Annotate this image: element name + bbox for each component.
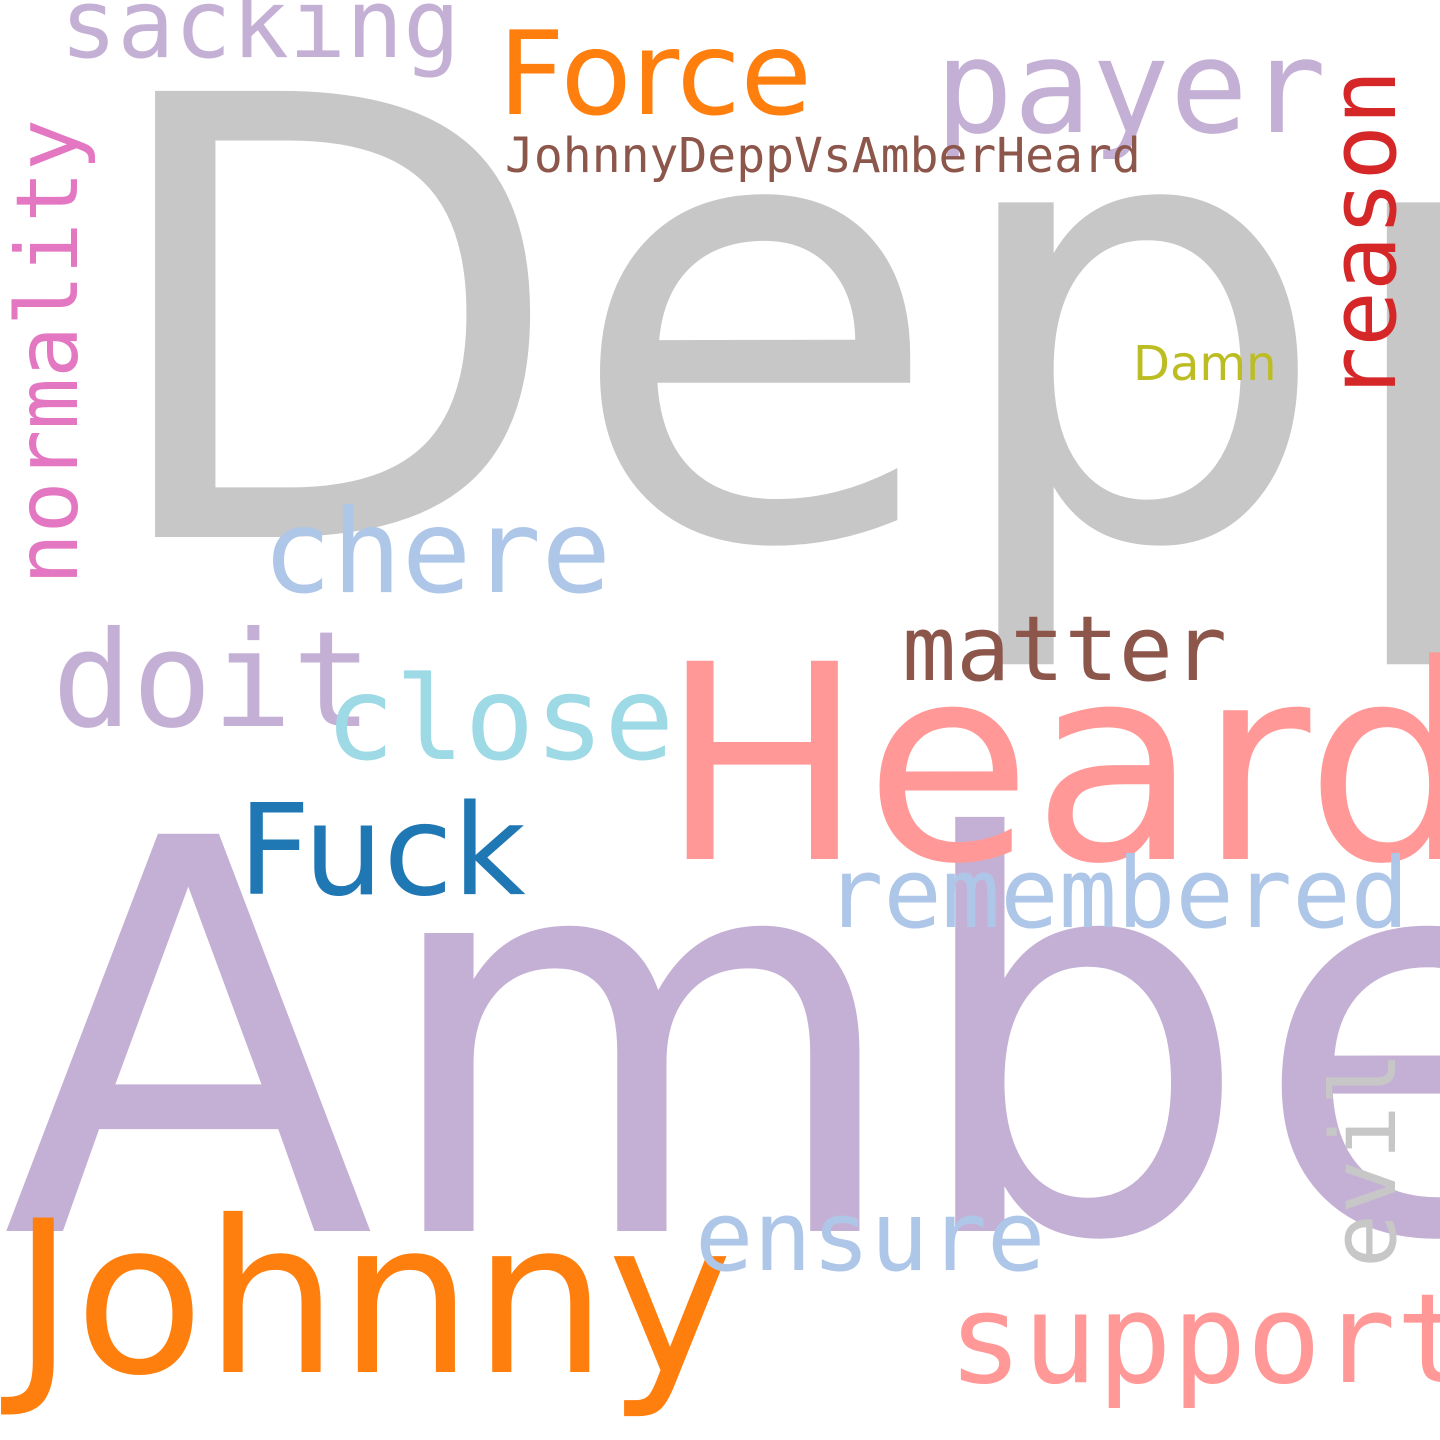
word-reason: reason xyxy=(1310,69,1417,402)
word-support: support xyxy=(948,1268,1440,1412)
word-damn: Damn xyxy=(1133,336,1277,392)
word-sacking: sacking xyxy=(60,0,461,80)
word-remembered: remembered xyxy=(825,837,1409,950)
word-heard: Heard xyxy=(660,608,1440,924)
word-fuck: Fuck xyxy=(238,777,526,924)
word-depp: Depp xyxy=(95,0,1440,682)
word-ensure: ensure xyxy=(695,1180,1046,1293)
word-close: close xyxy=(325,652,675,787)
word-matter: matter xyxy=(902,597,1228,702)
word-johnny: Johnny xyxy=(12,1175,733,1422)
word-normality: normality xyxy=(0,119,98,585)
word-amber: Amber xyxy=(2,725,1440,1360)
word-chere: chere xyxy=(262,485,612,620)
word-evil: evil xyxy=(1312,1051,1417,1268)
word-force: Force xyxy=(498,7,812,142)
word-johnnydeppvsamberheard: JohnnyDeppVsAmberHeard xyxy=(505,128,1141,184)
word-doit: doit xyxy=(52,604,373,758)
word-payer: payer xyxy=(935,11,1327,163)
